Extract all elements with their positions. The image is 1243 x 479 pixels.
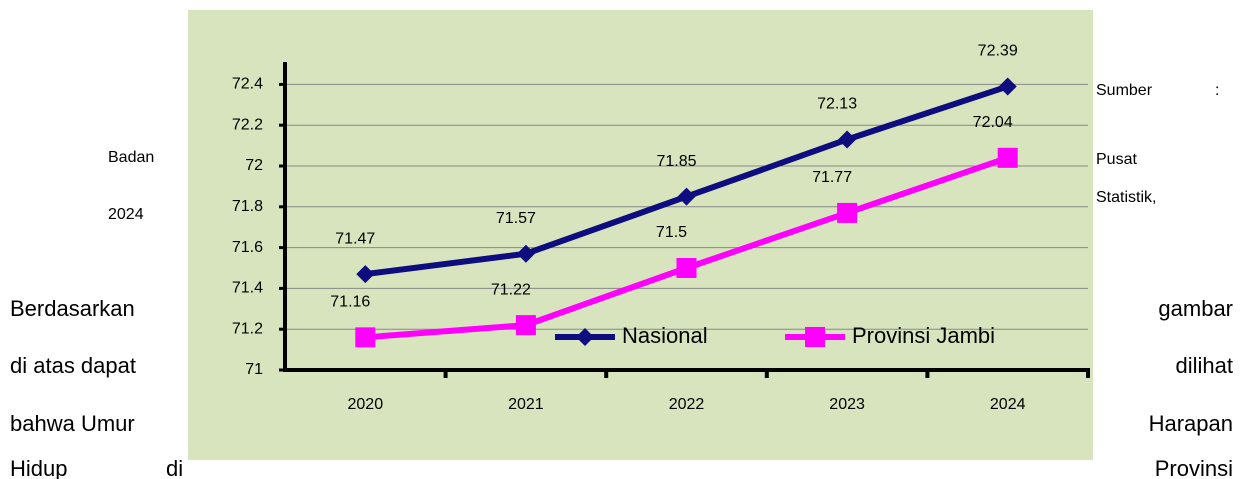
point-marker <box>676 258 697 278</box>
side-text: 2024 <box>108 206 144 223</box>
data-label: 71.5 <box>656 224 687 241</box>
y-tick-label: 72.4 <box>232 76 263 93</box>
data-label: 72.04 <box>973 114 1013 131</box>
data-label: 71.77 <box>812 169 852 186</box>
x-tick-label: 2020 <box>348 396 384 413</box>
body-text: bahwa Umur <box>10 411 135 436</box>
chart-background <box>188 10 1093 460</box>
point-marker <box>805 327 825 347</box>
legend-label: Nasional <box>622 323 708 348</box>
point-marker <box>515 315 536 336</box>
point-marker <box>516 244 535 263</box>
body-text: Provinsi <box>1155 456 1233 479</box>
x-tick-label: 2021 <box>508 396 544 413</box>
body-text: gambar <box>1158 296 1233 321</box>
body-text: di atas dapat <box>10 353 136 378</box>
data-label: 71.85 <box>656 153 696 170</box>
point-marker <box>998 77 1017 96</box>
point-marker <box>677 187 696 206</box>
data-label: 71.16 <box>330 294 370 311</box>
point-marker <box>355 327 376 348</box>
body-text: dilihat <box>1176 353 1233 378</box>
y-tick-label: 72.2 <box>232 116 263 133</box>
point-marker <box>837 202 858 223</box>
body-text: Hidup <box>10 456 67 479</box>
point-marker <box>356 265 375 284</box>
body-text: Berdasarkan <box>10 296 135 321</box>
legend-label: Provinsi Jambi <box>852 323 995 348</box>
data-label: 71.22 <box>491 281 531 298</box>
side-text: Sumber <box>1096 82 1153 99</box>
y-tick-label: 71.8 <box>232 198 263 215</box>
side-text: Statistik, <box>1096 189 1156 206</box>
point-marker <box>576 328 594 346</box>
x-tick-label: 2024 <box>990 396 1026 413</box>
point-marker <box>997 147 1018 168</box>
body-text: di <box>166 456 183 479</box>
body-text: Harapan <box>1149 411 1233 436</box>
side-text: : <box>1215 82 1219 99</box>
y-tick-label: 71 <box>245 361 263 378</box>
y-tick-label: 71.6 <box>232 239 263 256</box>
x-tick-label: 2022 <box>669 396 705 413</box>
data-label: 71.47 <box>335 230 375 247</box>
side-text: Pusat <box>1096 151 1137 168</box>
side-text: Badan <box>108 149 154 166</box>
y-tick-label: 71.2 <box>232 320 263 337</box>
data-label: 72.13 <box>817 96 857 113</box>
x-tick-label: 2023 <box>829 396 865 413</box>
data-label: 72.39 <box>978 43 1018 60</box>
y-tick-label: 71.4 <box>232 280 263 297</box>
data-label: 71.57 <box>496 210 536 227</box>
point-marker <box>838 130 857 149</box>
y-tick-label: 72 <box>245 157 263 174</box>
